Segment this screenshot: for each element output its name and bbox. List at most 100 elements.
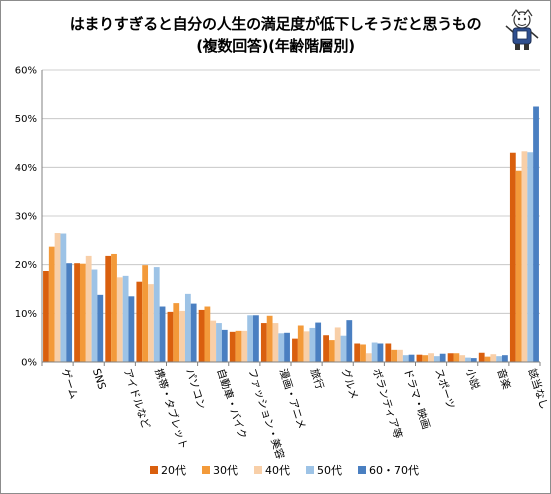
bar — [128, 296, 135, 362]
bar — [465, 357, 471, 362]
bar — [260, 323, 267, 362]
x-category-label: アイドルなど — [121, 367, 152, 431]
bar — [470, 358, 477, 362]
bar — [478, 352, 485, 362]
bar — [346, 320, 353, 362]
legend-swatch — [254, 466, 262, 474]
bar — [521, 151, 528, 362]
x-category-label: 携帯・タブレット — [152, 367, 190, 451]
mascot-logo-icon — [505, 8, 539, 50]
bar — [79, 263, 86, 362]
bar — [184, 293, 191, 362]
chart-legend: 20代 30代 40代 50代 60・70代 — [150, 462, 419, 478]
x-category-label: SNS — [90, 367, 108, 391]
bar — [527, 152, 534, 362]
bar — [496, 356, 503, 362]
bar — [408, 354, 415, 362]
legend-label: 60・70代 — [369, 464, 419, 477]
bar — [97, 294, 104, 362]
bar — [204, 306, 211, 362]
bar — [447, 353, 454, 362]
bar — [148, 284, 154, 362]
bar — [328, 340, 335, 362]
bar — [439, 353, 446, 362]
bar — [43, 270, 49, 362]
bar — [74, 263, 80, 362]
x-category-label: 該当なし — [526, 367, 551, 411]
x-category-label: ボランティア等 — [370, 367, 405, 441]
bar — [459, 355, 466, 362]
bar — [179, 310, 185, 362]
bar — [116, 277, 123, 362]
bar — [397, 349, 403, 362]
y-tick-label: 10% — [15, 309, 37, 320]
chart-subtitle: (複数回答)(年齢階層別) — [196, 37, 355, 55]
bar — [216, 323, 222, 362]
x-category-label: 小説 — [463, 367, 482, 391]
bar — [247, 315, 254, 362]
bar — [428, 353, 434, 362]
bar — [111, 253, 117, 362]
bar — [235, 330, 242, 362]
x-category-label: 旅行 — [308, 367, 327, 391]
bar — [303, 331, 310, 362]
bar — [159, 306, 166, 362]
chart-title: はまりすぎると自分の人生の満足度が低下しそうだと思うもの — [69, 15, 482, 33]
x-category-label: 音楽 — [494, 367, 513, 391]
legend-swatch — [306, 466, 314, 474]
bar — [309, 327, 316, 362]
bar — [173, 303, 180, 362]
bar — [221, 329, 228, 362]
bar — [190, 303, 197, 362]
bar — [422, 355, 429, 362]
bar — [241, 330, 248, 362]
bar — [66, 263, 73, 362]
y-tick-label: 0% — [21, 358, 37, 369]
x-category-label: ドラマ・映画 — [401, 367, 432, 431]
bar — [334, 327, 341, 362]
bar — [391, 349, 398, 362]
x-category-label: ゲーム — [59, 367, 80, 400]
bar — [85, 255, 92, 362]
bar — [502, 355, 508, 362]
bar — [340, 335, 347, 362]
bar — [453, 353, 460, 362]
bar — [136, 281, 143, 362]
x-category-label: グルメ — [339, 367, 361, 401]
bar — [515, 170, 522, 362]
bar — [105, 255, 112, 362]
x-category-label: スポーツ — [432, 367, 456, 410]
x-category-label: 自動車・バイク — [214, 367, 249, 441]
y-tick-label: 20% — [15, 260, 37, 271]
bar — [402, 355, 409, 362]
bar — [210, 320, 217, 362]
legend-label: 50代 — [317, 464, 342, 477]
bar — [278, 333, 285, 362]
legend-label: 40代 — [265, 464, 290, 477]
bar — [490, 354, 497, 362]
y-tick-label: 50% — [15, 114, 37, 125]
bar — [365, 353, 372, 362]
bar — [167, 311, 174, 362]
legend-swatch — [358, 466, 366, 474]
bar — [122, 275, 129, 362]
legend-item: 60・70代 — [358, 462, 419, 478]
bar — [60, 233, 67, 362]
bar — [509, 152, 516, 362]
legend-swatch — [202, 466, 210, 474]
bar — [533, 106, 539, 362]
bar — [297, 325, 304, 362]
bar — [229, 331, 236, 362]
bar — [292, 338, 298, 362]
legend-label: 30代 — [213, 464, 238, 477]
legend-item: 40代 — [254, 462, 290, 478]
y-tick-label: 30% — [15, 212, 37, 223]
bar — [315, 322, 322, 362]
bar — [266, 315, 273, 362]
bar — [153, 267, 160, 362]
x-category-label: 漫画・アニメ — [277, 367, 309, 431]
legend-item: 50代 — [306, 462, 342, 478]
bar — [253, 315, 259, 362]
